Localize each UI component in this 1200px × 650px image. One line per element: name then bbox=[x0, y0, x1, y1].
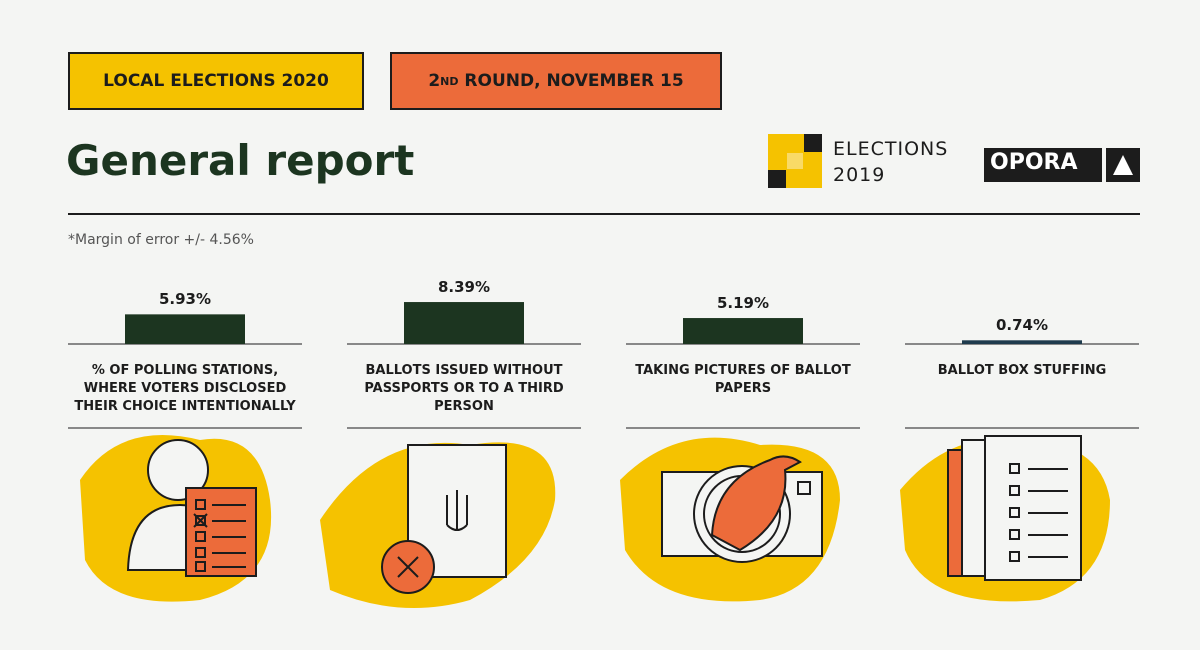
category-label: TAKING PICTURES OF BALLOT PAPERS bbox=[635, 363, 851, 396]
category-label: % OF POLLING STATIONS, WHERE VOTERS DISC… bbox=[74, 363, 296, 414]
round-tag: 2 ND ROUND, NOVEMBER 15 bbox=[390, 52, 722, 110]
tag: LOCAL ELECTIONS 2020 bbox=[68, 52, 364, 110]
logo-year: 2019 bbox=[833, 164, 886, 186]
opora-text: OPORA bbox=[990, 150, 1078, 175]
round-text: ROUND, NOVEMBER 15 bbox=[458, 71, 684, 91]
value-label: 8.39% bbox=[437, 278, 491, 297]
bar bbox=[404, 302, 524, 344]
value-label: 0.74% bbox=[995, 316, 1049, 335]
category-label: BALLOTS ISSUED WITHOUT PASSPORTS OR TO A… bbox=[364, 363, 564, 414]
elections-logo bbox=[768, 134, 822, 188]
bar bbox=[125, 314, 245, 344]
round-suffix: ND bbox=[440, 74, 459, 88]
opora-triangle bbox=[1113, 155, 1133, 175]
logo-text: ELECTIONS bbox=[833, 138, 949, 160]
category-label: BALLOT BOX STUFFING bbox=[937, 363, 1107, 378]
opora-box bbox=[984, 148, 1102, 182]
title: General report bbox=[66, 136, 415, 185]
round-number: 2 bbox=[428, 71, 441, 91]
value-label: 5.93% bbox=[158, 290, 212, 309]
icon-person bbox=[80, 435, 272, 602]
bar bbox=[962, 340, 1082, 344]
bar bbox=[683, 318, 803, 344]
icon-camera bbox=[620, 437, 840, 602]
icon-ballots bbox=[900, 435, 1110, 602]
value-label: 5.19% bbox=[716, 294, 770, 313]
note: *Margin of error +/- 4.56% bbox=[68, 232, 254, 248]
icon-passport bbox=[320, 442, 556, 608]
